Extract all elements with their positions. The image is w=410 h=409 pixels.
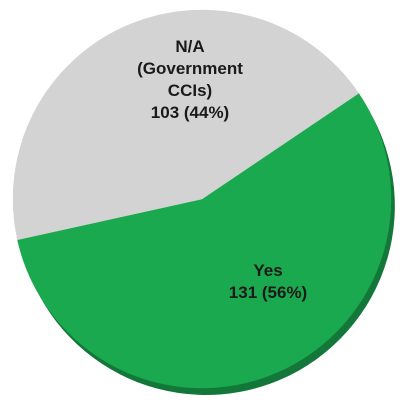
pie-slices [12,9,392,389]
pie-slice-label-line: (Government [137,59,243,78]
pie-slice-label-line: 103 (44%) [151,103,229,122]
pie-slice-label-n-a: N/A (Government CCIs) 103 (44%) [137,37,243,122]
pie-slice-label-line: CCIs) [168,81,212,100]
pie-slice-yes [17,92,392,389]
pie-slice-label-line: Yes [253,261,282,280]
pie-slice-n-a [12,9,360,241]
pie-slice-label-yes: Yes 131 (56%) [229,261,307,302]
pie-slice-label-line: 131 (56%) [229,283,307,302]
pie-labels: Yes 131 (56%) N/A (Government CCIs) 103 (44%) [137,37,307,302]
pie-slice-label-line: N/A [175,37,204,56]
